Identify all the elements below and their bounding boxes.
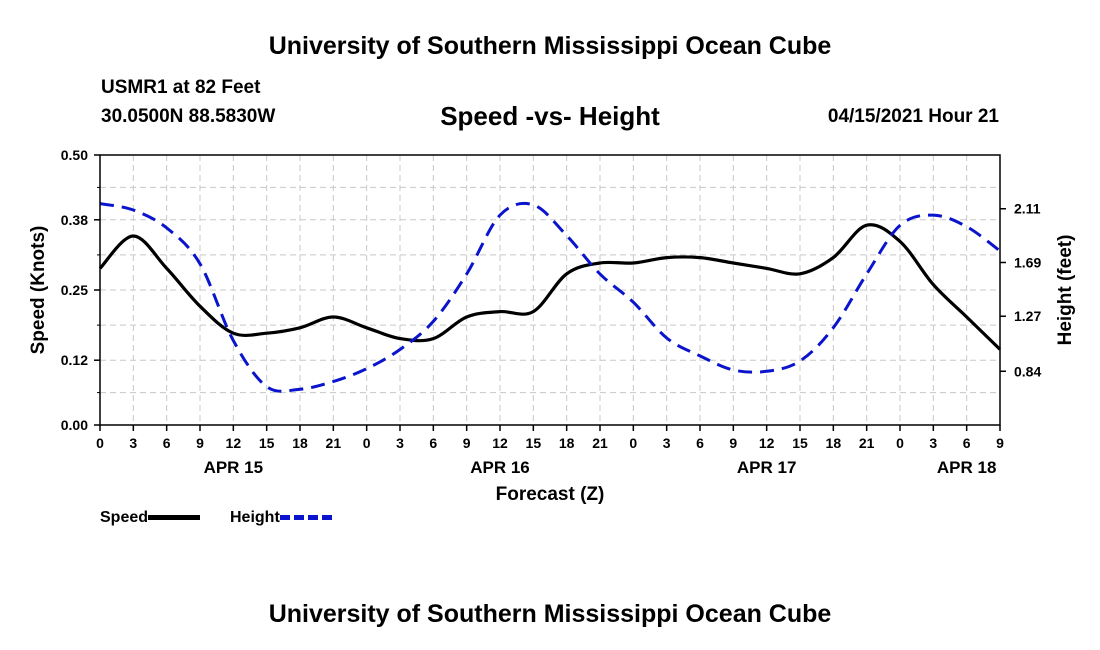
x-tick-label: 18 <box>559 435 575 451</box>
x-tick-label: 0 <box>896 435 904 451</box>
x-tick-label: 6 <box>429 435 437 451</box>
x-day-label: APR 17 <box>737 458 797 477</box>
x-tick-label: 9 <box>463 435 471 451</box>
legend-swatch-height <box>279 515 332 521</box>
x-tick-label: 6 <box>163 435 171 451</box>
x-tick-label: 9 <box>996 435 1004 451</box>
y-tick-label: 0.00 <box>61 417 88 433</box>
x-tick-label: 9 <box>196 435 204 451</box>
y2-tick-label: 2.11 <box>1014 201 1041 217</box>
x-tick-label: 15 <box>792 435 808 451</box>
y-axis-title: Speed (Knots) <box>28 226 49 355</box>
legend-item-speed: Speed <box>100 509 201 527</box>
x-tick-label: 0 <box>629 435 637 451</box>
x-day-label: APR 18 <box>937 458 997 477</box>
station-name: USMR1 at 82 Feet <box>101 77 261 98</box>
x-tick-label: 21 <box>592 435 608 451</box>
x-tick-label: 9 <box>729 435 737 451</box>
x-tick-label: 21 <box>859 435 875 451</box>
x-tick-label: 12 <box>759 435 775 451</box>
y2-tick-label: 0.84 <box>1014 363 1041 379</box>
x-tick-label: 6 <box>696 435 704 451</box>
x-tick-label: 18 <box>292 435 308 451</box>
y-tick-label: 0.25 <box>61 282 88 298</box>
series-line-height <box>99 201 1001 393</box>
legend-label-speed: Speed <box>100 509 149 526</box>
x-tick-label: 3 <box>663 435 671 451</box>
x-day-label: APR 16 <box>470 458 530 477</box>
x-tick-label: 12 <box>492 435 508 451</box>
x-tick-label: 0 <box>96 435 104 451</box>
x-tick-label: 15 <box>259 435 275 451</box>
y2-tick-label: 1.69 <box>1014 254 1041 270</box>
y-tick-label: 0.38 <box>61 212 88 228</box>
series-layer <box>98 201 1002 393</box>
chart-title: Speed -vs- Height <box>440 101 660 131</box>
axis-layer: 0 3 6 9 12 15 18 21 0 3 6 9 12 15 18 21 0 3 6 9 12 15 18 21 0 3 6 9… <box>61 147 1042 477</box>
y2-tick-label: 1.27 <box>1014 308 1041 324</box>
y-tick-label: 0.50 <box>61 147 88 163</box>
x-tick-label: 3 <box>396 435 404 451</box>
forecast-timestamp: 04/15/2021 Hour 21 <box>827 106 999 127</box>
legend-swatch-speed <box>148 515 201 521</box>
speed-height-chart: 0 3 6 9 12 15 18 21 0 3 6 9 12 15 18 21 0 3 6 9 12 15 18 21 0 3 6 9… <box>28 147 1076 505</box>
x-tick-label: 3 <box>929 435 937 451</box>
x-tick-label: 6 <box>963 435 971 451</box>
station-coordinates: 30.0500N 88.5830W <box>101 106 276 127</box>
x-tick-label: 3 <box>129 435 137 451</box>
y-tick-label: 0.12 <box>61 352 88 368</box>
page-title: University of Southern Mississippi Ocean… <box>268 32 832 60</box>
x-tick-label: 12 <box>226 435 242 451</box>
x-axis-title: Forecast (Z) <box>496 484 605 505</box>
y2-axis-title: Height (feet) <box>1055 235 1076 346</box>
x-tick-label: 15 <box>526 435 542 451</box>
series-line-speed <box>98 223 1002 351</box>
x-tick-label: 18 <box>826 435 842 451</box>
legend-item-height: Height <box>230 509 332 527</box>
grid-layer <box>100 155 1000 425</box>
x-day-label: APR 15 <box>204 458 264 477</box>
x-tick-label: 0 <box>363 435 371 451</box>
footer-title: University of Southern Mississippi Ocean… <box>268 600 832 628</box>
x-tick-label: 21 <box>326 435 342 451</box>
legend-label-height: Height <box>230 509 280 526</box>
